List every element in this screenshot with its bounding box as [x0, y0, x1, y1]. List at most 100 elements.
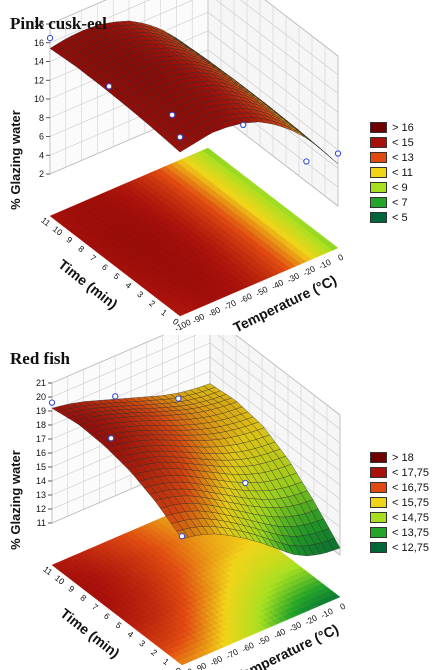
temperature-tick-label: -70 [222, 298, 238, 313]
z-tick-label: 4 [39, 150, 44, 160]
time-tick-label: 8 [76, 244, 86, 255]
surface-cell [325, 153, 339, 164]
legend-item: < 7 [370, 195, 414, 210]
legend-label: < 7 [392, 196, 408, 209]
time-tick-label: 11 [41, 564, 54, 577]
legend-item: < 12,75 [370, 540, 429, 555]
legend-label: < 14,75 [392, 511, 430, 524]
observed-point [175, 395, 182, 402]
legend-label: < 15 [392, 136, 414, 149]
chart-title: Pink cusk-eel [10, 14, 107, 33]
chart-title: Red fish [10, 349, 70, 368]
z-tick-label: 10 [34, 94, 44, 104]
legend-swatch [370, 452, 387, 463]
time-tick-label: 7 [90, 602, 100, 613]
legend-swatch [370, 497, 387, 508]
temperature-tick-label: -100 [175, 666, 195, 670]
observed-point [112, 393, 119, 400]
observed-point [176, 133, 184, 141]
temperature-tick-label: -40 [272, 626, 288, 641]
chart-panel-pink-cusk-eel: 2 4 6 8 10 12 14 16 18% Glazing water 0 1 2 3 4 5 6 7 8 9 1… [8, 0, 414, 335]
contour-floor [49, 147, 339, 317]
legend-swatch [370, 512, 387, 523]
temperature-tick-label: 0 [336, 252, 345, 263]
legend-label: < 13,75 [392, 526, 430, 539]
legend-item: < 15,75 [370, 495, 429, 510]
legend-label: < 12,75 [392, 541, 430, 554]
legend-swatch [370, 527, 387, 538]
legend: > 16 < 15 < 13 < 11 < 9 < 7 < 5 [370, 120, 414, 225]
contour-cell [330, 593, 341, 600]
z-tick-label: 18 [34, 19, 44, 29]
z-tick-label: 14 [36, 476, 46, 486]
legend-item: < 11 [370, 165, 414, 180]
z-tick-label: 13 [36, 490, 46, 500]
legend-swatch [370, 137, 387, 148]
time-tick-label: 0 [171, 316, 181, 327]
legend-item: < 14,75 [370, 510, 429, 525]
legend-swatch [370, 467, 387, 478]
legend-label: < 13 [392, 151, 414, 164]
legend-item: > 18 [370, 450, 429, 465]
z-tick-label: 17 [36, 434, 46, 444]
surface-cell [327, 538, 341, 551]
z-axis: 2 4 6 8 10 12 14 16 18 [34, 19, 50, 179]
temperature-tick-label: -20 [301, 264, 317, 279]
time-tick-label: 0 [173, 665, 183, 670]
temperature-tick-label: -80 [206, 304, 222, 319]
time-tick-label: 9 [67, 583, 77, 594]
time-tick-label: 2 [149, 647, 159, 658]
legend-item: < 17,75 [370, 465, 429, 480]
time-tick-label: 3 [137, 638, 147, 649]
legend-item: < 13 [370, 150, 414, 165]
temperature-tick-label: 0 [338, 601, 347, 612]
legend-label: > 18 [392, 451, 414, 464]
observed-point [48, 399, 56, 406]
z-tick-label: 19 [36, 406, 46, 416]
temperature-axis: -100-90-80-70-60-50-40-30-20-100 [175, 601, 348, 670]
z-tick-label: 11 [37, 518, 46, 528]
z-tick-label: 8 [39, 113, 44, 123]
response-surface [49, 20, 339, 164]
legend-label: < 17,75 [392, 466, 430, 479]
observed-point [169, 111, 176, 119]
time-tick-label: 1 [161, 656, 171, 667]
z-tick-label: 16 [36, 448, 46, 458]
observed-point [178, 533, 186, 540]
temperature-tick-label: -60 [240, 640, 256, 655]
temperature-tick-label: -10 [317, 257, 333, 272]
legend-label: < 16,75 [392, 481, 430, 494]
time-axis-label: Time (min) [55, 256, 120, 312]
legend-item: < 9 [370, 180, 414, 195]
temperature-tick-label: -40 [270, 277, 286, 292]
time-tick-label: 1 [159, 307, 169, 318]
z-tick-label: 14 [34, 57, 44, 67]
temperature-tick-label: -90 [193, 660, 209, 670]
legend-label: < 5 [392, 211, 408, 224]
legend-swatch [370, 152, 387, 163]
time-tick-label: 6 [102, 611, 112, 622]
legend-item: > 16 [370, 120, 414, 135]
z-tick-label: 20 [36, 392, 46, 402]
time-tick-label: 9 [65, 234, 75, 245]
legend-swatch [370, 542, 387, 553]
temperature-tick-label: -50 [256, 633, 272, 648]
observed-points [48, 393, 249, 540]
z-tick-label: 12 [34, 75, 44, 85]
z-axis: 11 12 13 14 15 16 17 18 19 20 21 [36, 378, 52, 528]
z-tick-label: 12 [36, 504, 46, 514]
temperature-tick-label: -20 [303, 613, 319, 628]
time-tick-label: 8 [78, 593, 88, 604]
temperature-tick-label: -70 [224, 647, 240, 662]
time-tick-label: 2 [147, 298, 157, 309]
time-tick-label: 5 [114, 620, 124, 631]
observed-point [242, 479, 249, 487]
legend-item: < 15 [370, 135, 414, 150]
legend-item: < 13,75 [370, 525, 429, 540]
time-tick-label: 11 [39, 215, 52, 228]
legend-label: > 16 [392, 121, 414, 134]
legend-swatch [370, 482, 387, 493]
